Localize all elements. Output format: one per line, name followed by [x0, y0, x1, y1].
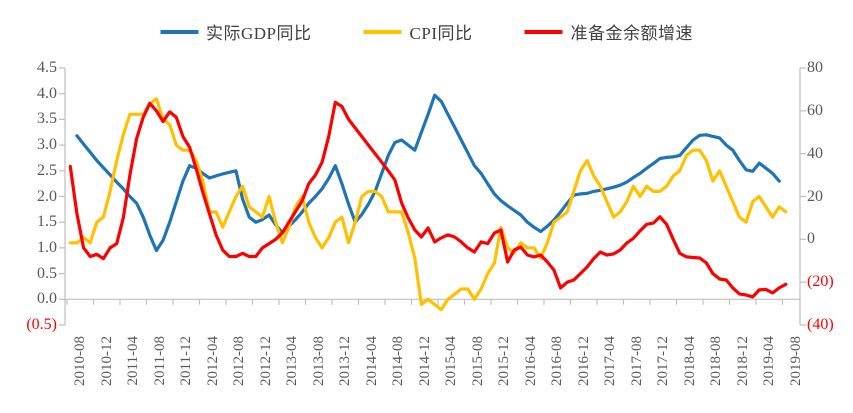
x-axis-label: 2018-04 [681, 336, 698, 386]
x-axis-label: 2019-08 [787, 336, 804, 386]
y-axis-right-label: 0 [807, 230, 815, 248]
x-axis-label: 2017-04 [602, 336, 619, 386]
cpi-yoy-line [68, 97, 788, 312]
x-axis-label: 2016-12 [575, 336, 592, 386]
y-axis-left-label: 1.0 [37, 238, 57, 256]
x-axis-label: 2016-08 [549, 336, 566, 386]
legend-label-cpi: CPI同比 [409, 24, 473, 43]
y-axis-left-label: 2.5 [37, 161, 57, 179]
gdp-yoy-line [75, 93, 781, 253]
x-axis-label: 2014-12 [416, 336, 433, 386]
y-axis-left-label: 4.5 [37, 59, 57, 76]
legend-line-gdp [160, 29, 199, 34]
y-axis-right-label: 40 [807, 144, 823, 162]
x-axis-label: 2019-04 [761, 336, 778, 386]
x-axis-label: 2012-08 [231, 336, 248, 386]
y-axis-left-label: 4.0 [37, 84, 57, 102]
x-axis-label: 2017-12 [655, 336, 672, 386]
legend-item-cpi: CPI同比 [363, 19, 473, 44]
x-axis-label: 2010-08 [72, 336, 89, 386]
y-axis-left-label: 1.5 [37, 213, 57, 231]
x-axis-label: 2013-08 [310, 336, 327, 386]
y-axis-left-label: 2.0 [37, 187, 57, 205]
y-axis-left-label: 3.5 [37, 110, 57, 128]
reserve-yoy-line [68, 100, 788, 299]
y-axis-left-label: 3.0 [37, 136, 57, 154]
x-axis-label: 2014-08 [390, 336, 407, 386]
legend-label-gdp: 实际GDP同比 [206, 24, 312, 43]
x-axis-label: 2014-04 [363, 336, 380, 386]
x-axis-label: 2012-12 [257, 336, 274, 386]
x-axis-label: 2017-08 [628, 336, 645, 386]
x-axis-label: 2013-12 [337, 336, 354, 386]
y-axis-left-label: 0.0 [37, 290, 57, 308]
x-axis-label: 2011-12 [178, 336, 195, 386]
y-axis-right-label: (40) [807, 316, 834, 333]
y-axis-right-label: 60 [807, 101, 823, 119]
x-axis-label: 2010-12 [98, 336, 115, 386]
legend-item-gdp: 实际GDP同比 [160, 19, 312, 44]
x-axis-label: 2015-08 [469, 336, 486, 386]
y-axis-left-label: (0.5) [26, 316, 57, 333]
x-axis-label: 2013-04 [284, 336, 301, 386]
y-axis-right-label: (20) [807, 273, 834, 291]
legend-item-reserve: 准备金余额增速 [524, 19, 693, 44]
x-axis-label: 2018-08 [708, 336, 725, 386]
x-axis-label: 2015-12 [496, 336, 513, 386]
legend-label-reserve: 准备金余额增速 [570, 24, 693, 43]
x-axis-label: 2018-12 [734, 336, 751, 386]
legend-line-reserve [524, 29, 563, 34]
x-axis-label: 2011-08 [151, 336, 168, 386]
y-axis-right-label: 80 [807, 59, 823, 76]
legend: 实际GDP同比 CPI同比 准备金余额增速 [160, 19, 693, 44]
x-axis-label: 2016-04 [522, 336, 539, 386]
x-axis-label: 2011-04 [125, 336, 142, 386]
legend-line-cpi [363, 29, 402, 34]
x-axis-label: 2012-04 [204, 336, 221, 386]
x-axis-label: 2015-04 [443, 336, 460, 386]
y-axis-left-label: 0.5 [37, 264, 57, 282]
y-axis-right-label: 20 [807, 187, 823, 205]
